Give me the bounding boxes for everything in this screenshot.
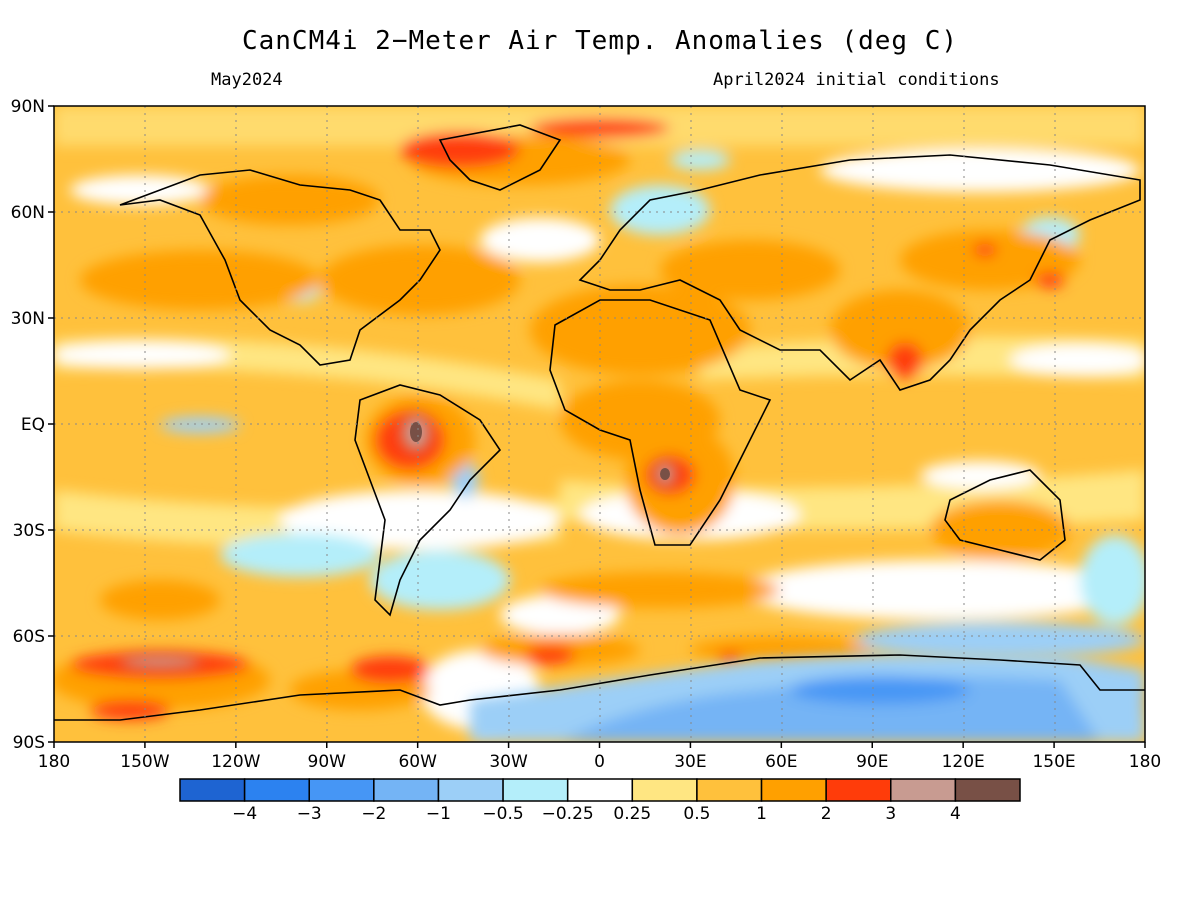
lat-tick-label: EQ — [21, 415, 45, 435]
coastlines — [54, 124, 1145, 721]
colorbar-label: −3 — [297, 804, 322, 824]
colorbar-swatch — [825, 778, 892, 802]
colorbar-label: −2 — [361, 804, 386, 824]
initial-conditions-label: April2024 initial conditions — [713, 70, 1000, 90]
lon-tick-label: 150E — [1032, 752, 1075, 772]
lon-tick-label: 90E — [856, 752, 888, 772]
colorbar-swatch — [243, 778, 310, 802]
colorbar-label: 3 — [885, 804, 896, 824]
colorbar-swatch — [502, 778, 569, 802]
colorbar-label: −0.5 — [482, 804, 523, 824]
lon-tick-label: 60E — [765, 752, 797, 772]
lat-tick-label: 90S — [13, 733, 45, 753]
colorbar-swatch — [373, 778, 440, 802]
anomaly-field — [54, 106, 1145, 742]
colorbar-swatch — [308, 778, 375, 802]
colorbar-swatch — [179, 778, 246, 802]
colorbar-label: 2 — [821, 804, 832, 824]
lon-tick-label: 0 — [594, 752, 605, 772]
lat-tick-label: 30N — [11, 309, 45, 329]
gridlines — [54, 106, 1145, 742]
lon-tick-label: 30E — [674, 752, 706, 772]
latitude-axis: 90N 60N 30N EQ 30S 60S 90S — [11, 97, 54, 753]
lon-tick-label: 90W — [308, 752, 347, 772]
lat-tick-label: 30S — [13, 521, 45, 541]
colorbar-label: −0.25 — [542, 804, 594, 824]
amazon-hotspot — [410, 422, 422, 442]
lon-tick-label: 30W — [489, 752, 528, 772]
colorbar-label: 0.25 — [613, 804, 651, 824]
colorbar-label: −1 — [426, 804, 451, 824]
longitude-axis: 180 150W 120W 90W 60W 30W 0 30E 60E 90E 120E 150E 18… — [38, 742, 1161, 772]
colorbar-label: 4 — [950, 804, 961, 824]
colorbar-swatch — [760, 778, 827, 802]
colorbar-swatch — [437, 778, 504, 802]
lon-tick-label: 180 — [1129, 752, 1161, 772]
lon-tick-label: 150W — [120, 752, 169, 772]
colorbar-swatch — [954, 778, 1021, 802]
lat-tick-label: 90N — [11, 97, 45, 117]
lon-tick-label: 120E — [942, 752, 985, 772]
southern-africa-hotspot — [660, 468, 670, 480]
colorbar-swatch — [696, 778, 763, 802]
colorbar-label: −4 — [232, 804, 257, 824]
colorbar-label: 1 — [756, 804, 767, 824]
colorbar-swatch — [631, 778, 698, 802]
lon-tick-label: 60W — [398, 752, 437, 772]
lat-tick-label: 60N — [11, 203, 45, 223]
colorbar: −4 −3 −2 −1 −0.5 −0.25 0.25 0.5 1 2 3 4 — [179, 778, 1021, 824]
colorbar-label: 0.5 — [683, 804, 710, 824]
colorbar-swatch — [890, 778, 957, 802]
lon-tick-label: 120W — [211, 752, 260, 772]
colorbar-swatch — [566, 778, 634, 802]
valid-month-label: May2024 — [211, 70, 283, 90]
lat-tick-label: 60S — [13, 627, 45, 647]
chart-title: CanCM4i 2−Meter Air Temp. Anomalies (deg… — [241, 26, 959, 56]
lon-tick-label: 180 — [38, 752, 70, 772]
